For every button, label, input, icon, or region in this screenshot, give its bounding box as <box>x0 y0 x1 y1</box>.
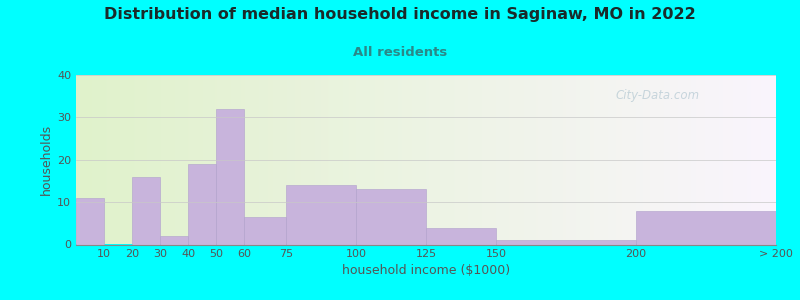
Bar <box>160 236 188 244</box>
Bar <box>76 198 104 244</box>
Bar <box>286 185 356 244</box>
Bar <box>636 211 776 244</box>
Bar <box>426 227 496 244</box>
Bar <box>496 240 636 244</box>
Bar <box>244 217 286 244</box>
Text: City-Data.com: City-Data.com <box>615 89 699 102</box>
Bar <box>356 189 426 244</box>
Bar <box>216 109 244 244</box>
Y-axis label: households: households <box>40 124 53 195</box>
Bar <box>188 164 216 244</box>
Text: All residents: All residents <box>353 46 447 59</box>
Bar <box>132 177 160 244</box>
X-axis label: household income ($1000): household income ($1000) <box>342 263 510 277</box>
Text: Distribution of median household income in Saginaw, MO in 2022: Distribution of median household income … <box>104 8 696 22</box>
